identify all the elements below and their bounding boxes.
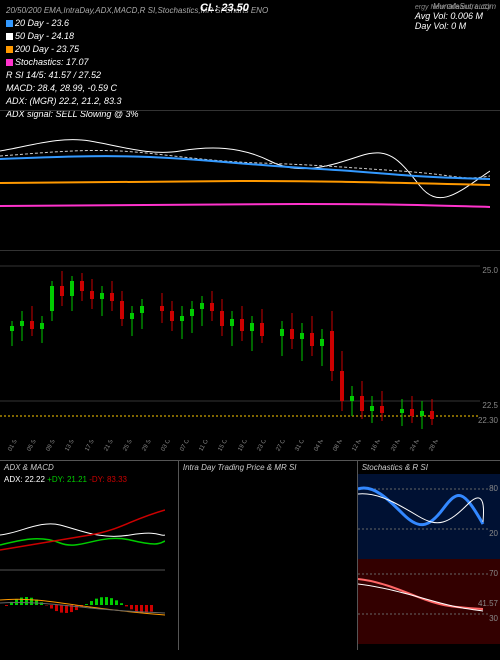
stoch-label: Stochastics: 17.07 xyxy=(15,57,89,67)
ema50-label: 50 Day - 24.18 xyxy=(15,31,74,41)
adx-chart xyxy=(0,485,165,645)
intraday-title: Intra Day Trading Price & MR SI xyxy=(179,461,357,474)
adx-values: ADX: 22.22 +DY: 21.21 -DY: 83.33 xyxy=(0,474,178,485)
candle-chart xyxy=(0,251,480,441)
y-axis-label: 22.5 xyxy=(482,401,498,410)
stoch-panel-title: Stochastics & R SI xyxy=(358,461,500,474)
ticker-description: ergy New Orleans, LLC) xyxy=(415,4,490,11)
stochastics-chart: 8020 xyxy=(358,474,500,559)
date-axis: 01 Sep05 Sep09 Sep13 Sep17 Sep21 Sep25 S… xyxy=(0,440,480,460)
y-axis-label: 22.30 xyxy=(478,416,498,425)
rsi-chart: 7041.5730 xyxy=(358,559,500,644)
indicator-row: ADX & MACD ADX: 22.22 +DY: 21.21 -DY: 83… xyxy=(0,460,500,650)
stoch-rsi-panel: Stochastics & R SI 8020 7041.5730 xyxy=(358,460,500,650)
rsi-label: R SI 14/5: 41.57 / 27.52 xyxy=(6,69,494,82)
avg-vol: Avg Vol: 0.006 M xyxy=(415,11,490,21)
candle-chart-panel: 01 Sep05 Sep09 Sep13 Sep17 Sep21 Sep25 S… xyxy=(0,250,500,460)
y-axis-label: 25.0 xyxy=(482,266,498,275)
ema200-label: 200 Day - 23.75 xyxy=(15,44,79,54)
close-price-label: CL: 23.50 xyxy=(200,2,249,14)
header-right: ergy New Orleans, LLC) Avg Vol: 0.006 M … xyxy=(415,4,490,31)
adx-macd-panel: ADX & MACD ADX: 22.22 +DY: 21.21 -DY: 83… xyxy=(0,460,179,650)
ema-chart xyxy=(0,111,490,241)
adx-panel-title: ADX & MACD xyxy=(0,461,178,474)
day-vol: Day Vol: 0 M xyxy=(415,21,490,31)
intraday-panel: Intra Day Trading Price & MR SI xyxy=(179,460,358,650)
header-info: 20/50/200 EMA,IntraDay,ADX,MACD,R SI,Sto… xyxy=(0,0,500,110)
adx-label: ADX: (MGR) 22.2, 21.2, 83.3 xyxy=(6,95,494,108)
macd-label: MACD: 28.4, 28.99, -0.59 C xyxy=(6,82,494,95)
ema20-label: 20 Day - 23.6 xyxy=(15,18,69,28)
ema-chart-panel xyxy=(0,110,500,250)
